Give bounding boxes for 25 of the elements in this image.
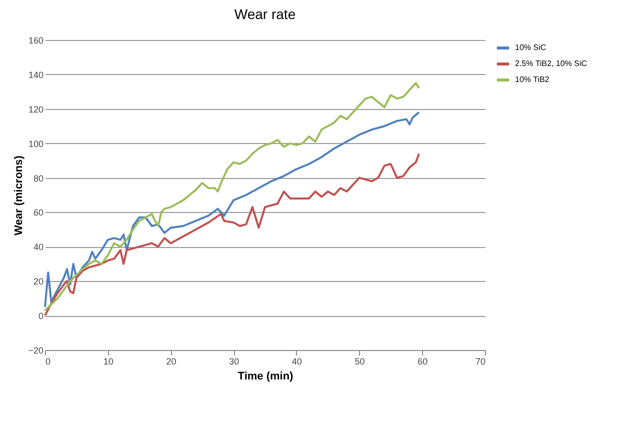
- chart-title: Wear rate: [234, 6, 296, 22]
- x-tick-label: 0: [46, 356, 51, 366]
- x-tick-label: 10: [103, 356, 114, 366]
- x-tick-label: 30: [229, 356, 240, 366]
- x-tick-label: 40: [292, 356, 302, 366]
- y-tick-label: 40: [33, 242, 44, 252]
- x-tick-label: 60: [418, 356, 428, 366]
- legend-label: 2.5% TiB2, 10% SiC: [515, 59, 588, 68]
- y-tick-label: 60: [33, 208, 44, 218]
- line-series: [44, 152, 420, 317]
- legend-label: 10% SiC: [515, 43, 546, 52]
- y-tick-label: 100: [28, 138, 44, 149]
- y-tick-label: −20: [28, 346, 44, 356]
- y-tick-label: 140: [28, 70, 44, 80]
- y-tick-label: 0: [38, 311, 44, 322]
- x-tick-label: 50: [354, 356, 365, 366]
- y-axis-title: Wear (microns): [13, 155, 26, 236]
- y-tick-label: 160: [28, 36, 44, 46]
- x-axis-title: Time (min): [238, 370, 294, 382]
- legend-label: 10% TiB2: [515, 75, 550, 84]
- x-tick-label: 70: [475, 356, 486, 366]
- y-tick-label: 20: [33, 276, 44, 287]
- y-tick-label: 120: [28, 104, 44, 114]
- y-tick-label: 80: [33, 173, 44, 184]
- x-tick-label: 20: [166, 356, 176, 366]
